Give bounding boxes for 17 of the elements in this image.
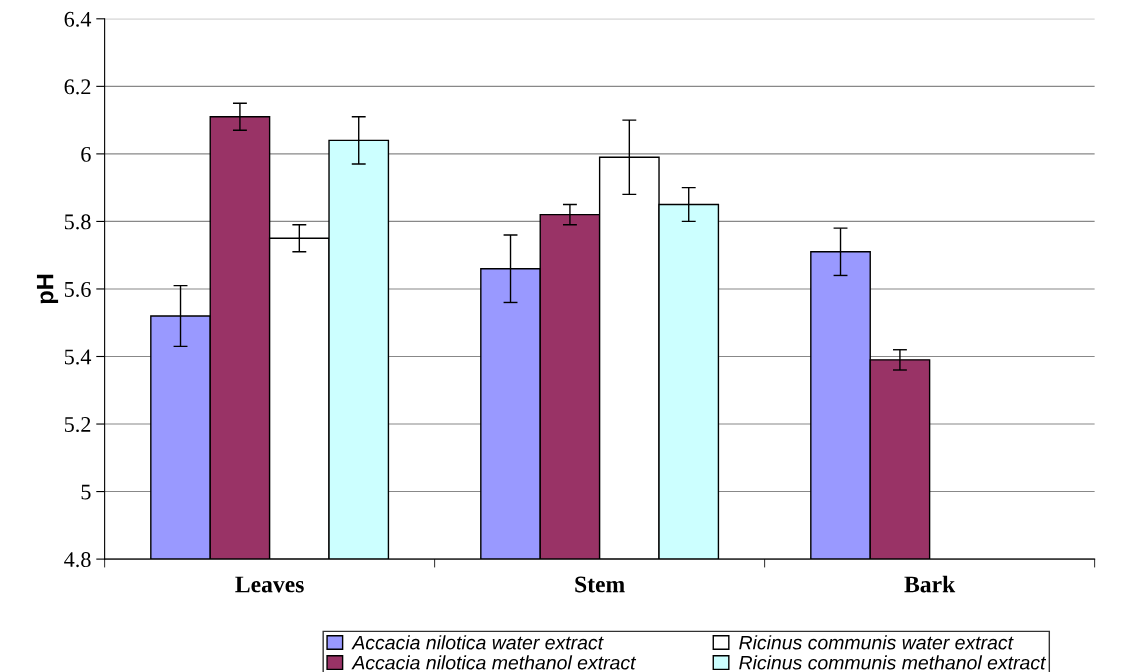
y-tick-label: 6 [81, 146, 91, 162]
legend-label: Ricinus communis water extract [739, 635, 1014, 650]
x-tick-label: Bark [904, 575, 956, 593]
x-tick-label: Leaves [235, 576, 304, 593]
y-tick-label: 5.4 [64, 349, 92, 365]
legend-label: Ricinus communis methanol extract [739, 655, 1047, 670]
legend-label: Accacia nilotica methanol extract [351, 655, 637, 670]
y-tick-label: 5.8 [64, 214, 91, 230]
legend-label: Accacia nilotica water extract [351, 635, 604, 650]
y-axis-title: pH [36, 274, 59, 304]
y-tick-label: 5.6 [64, 281, 91, 297]
y-tick-label: 6.2 [64, 79, 91, 95]
y-tick-label: 4.8 [64, 552, 91, 568]
y-tick-label: 5 [81, 484, 91, 500]
y-tick-label: 6.4 [64, 11, 92, 27]
y-tick-label: 5.2 [64, 417, 91, 433]
x-tick-label: Stem [575, 576, 625, 593]
